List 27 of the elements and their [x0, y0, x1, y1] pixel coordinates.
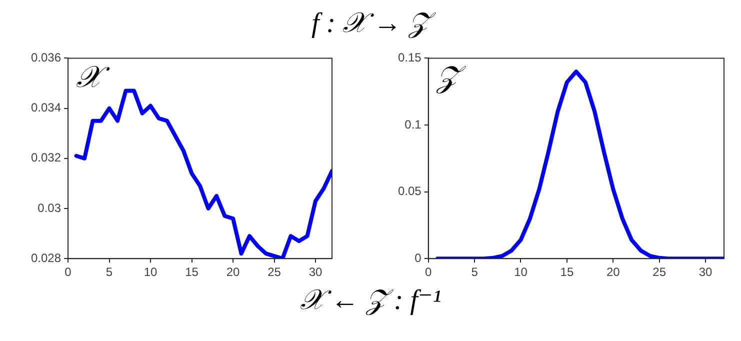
x-tick-label: 15 — [560, 265, 574, 280]
annotation: 𝒳 — [76, 61, 110, 94]
x-tick-label: 0 — [425, 265, 432, 280]
x-tick-label: 20 — [226, 265, 240, 280]
x-tick-label: 15 — [185, 265, 199, 280]
y-tick-label: 0.028 — [31, 250, 62, 265]
x-tick-label: 5 — [471, 265, 478, 280]
x-tick-label: 5 — [106, 265, 113, 280]
x-tick-label: 10 — [514, 265, 528, 280]
annotation: 𝒵 — [435, 61, 466, 94]
y-tick-label: 0.03 — [38, 200, 62, 215]
y-tick-label: 0.15 — [398, 50, 422, 65]
y-tick-label: 0.034 — [31, 100, 62, 115]
y-tick-label: 0.1 — [404, 117, 422, 132]
x-tick-label: 10 — [144, 265, 158, 280]
x-tick-label: 20 — [606, 265, 620, 280]
y-tick-label: 0.036 — [31, 50, 62, 65]
chart-title: f : 𝒳 → 𝒵 — [310, 8, 437, 40]
x-tick-label: 25 — [652, 265, 666, 280]
x-tick-label: 30 — [308, 265, 322, 280]
y-tick-label: 0 — [414, 250, 422, 265]
x-tick-label: 25 — [268, 265, 282, 280]
y-tick-label: 0.032 — [31, 150, 62, 165]
x-tick-label: 0 — [64, 265, 72, 280]
text: 𝒳 ← 𝒵 : f⁻¹ — [298, 284, 442, 317]
x-tick-label: 30 — [698, 265, 713, 280]
y-tick-label: 0.05 — [398, 184, 422, 198]
